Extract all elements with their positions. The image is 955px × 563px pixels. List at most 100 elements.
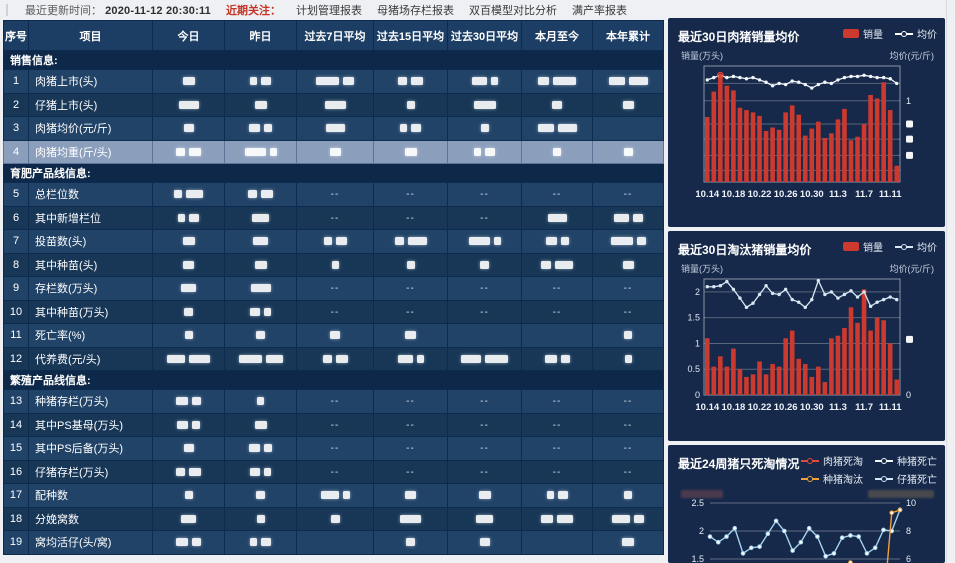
value-cell [521,116,593,141]
table-row-2[interactable]: 2 仔猪上市(头) [3,92,664,117]
value-cell: -- [521,436,593,461]
redacted-value [634,514,644,523]
table-row-13[interactable]: 13 种猪存栏(万头) -- -- -- -- -- [3,389,664,414]
svg-text:10.18: 10.18 [722,189,746,200]
value-cell [152,412,225,437]
redacted-value [610,237,633,246]
redacted-value [189,354,210,363]
svg-text:10.18: 10.18 [722,402,746,413]
redacted-value [479,538,490,547]
table-row-10[interactable]: 10 其中种苗(万头) -- -- -- -- -- [3,299,664,324]
redacted-value [189,147,201,156]
section-header-0: 销售信息: [3,50,664,70]
table-row-5[interactable]: 5 总栏位数 -- -- -- -- -- [3,182,664,207]
table-row-18[interactable]: 18 分娩窝数 [3,506,664,531]
table-row-1[interactable]: 1 肉猪上市(头) [3,69,664,94]
legend-item-销量[interactable]: 销量 [843,26,883,41]
legend-item-肉猪死淘[interactable]: 肉猪死淘 [801,453,863,468]
svg-text:6: 6 [906,554,911,563]
row-item-name: 其中种苗(头) [28,252,153,277]
table-row-19[interactable]: 19 窝均活仔(头/窝) [3,530,664,555]
topbar-link-0[interactable]: 计划管理报表 [296,5,363,17]
legend-item-均价[interactable]: 均价 [895,26,937,41]
table-row-8[interactable]: 8 其中种苗(头) [3,252,664,277]
value-cell [592,69,664,94]
svg-text:11.11: 11.11 [879,402,902,413]
top-bar: 最近更新时间： 2020-11-12 20:30:11 近期关注： 计划管理报表… [6,0,627,20]
column-header: 昨日 [224,20,297,51]
table-row-4[interactable]: 4 肉猪均重(斤/头) [3,139,664,164]
row-number: 10 [3,299,29,324]
table-row-12[interactable]: 12 代养费(元/头) [3,346,664,371]
redacted-value [636,237,646,246]
legend-item-销量[interactable]: 销量 [843,239,883,254]
legend-item-种猪淘汰[interactable]: 种猪淘汰 [801,471,863,486]
dash-value: -- [406,419,415,431]
value-cell: -- [447,205,522,230]
value-cell [296,92,374,117]
redacted-value [406,260,415,269]
column-header: 本月至今 [521,20,593,51]
value-cell [373,69,448,94]
value-cell: -- [373,459,448,484]
legend-item-仔猪死亡[interactable]: 仔猪死亡 [875,471,937,486]
redacted-value [471,77,487,86]
legend-item-种猪死亡[interactable]: 种猪死亡 [875,453,937,468]
value-cell [592,116,664,141]
redacted-value [329,147,341,156]
dash-value: -- [480,306,489,318]
dash-value: -- [623,189,633,201]
redacted-value [192,397,201,406]
value-cell [521,229,593,254]
value-cell [152,229,225,254]
row-number: 6 [3,205,29,230]
table-row-3[interactable]: 3 肉猪均价(元/斤) [3,116,664,141]
redacted-value [544,354,557,363]
redacted-value [411,124,421,133]
topbar-link-2[interactable]: 双百模型对比分析 [469,5,558,17]
value-cell [447,252,522,277]
row-number: 19 [3,530,29,555]
value-cell [296,229,374,254]
row-number: 16 [3,459,29,484]
row-number: 17 [3,483,29,508]
value-cell [152,530,225,555]
redacted-value [183,260,194,269]
redacted-value [400,514,421,523]
redacted-value [330,514,340,523]
column-header: 过去15日平均 [373,20,448,51]
value-cell [447,229,522,254]
table-row-7[interactable]: 7 投苗数(头) [3,229,664,254]
topbar-link-3[interactable]: 满产率报表 [572,5,628,17]
svg-text:10.14: 10.14 [695,402,719,413]
table-row-17[interactable]: 17 配种数 [3,483,664,508]
value-cell [152,182,225,207]
table-row-16[interactable]: 16 仔猪存栏(万头) -- -- -- -- -- [3,459,664,484]
value-cell [296,483,374,508]
redacted-value [411,77,423,86]
redacted-value [404,147,417,156]
value-cell [152,483,225,508]
value-cell: -- [592,182,664,207]
table-row-15[interactable]: 15 其中PS后备(万头) -- -- -- -- -- [3,436,664,461]
value-cell [224,389,297,414]
dash-value: -- [406,443,415,455]
value-cell: -- [296,205,374,230]
table-row-11[interactable]: 11 死亡率(%) [3,323,664,348]
dash-value: -- [480,212,489,224]
table-row-14[interactable]: 14 其中PS基母(万头) -- -- -- -- -- [3,412,664,437]
chart-legend: 销量 均价 [843,239,937,254]
value-cell: -- [447,412,522,437]
redacted-value [183,444,194,453]
redacted-value [624,354,632,363]
table-row-9[interactable]: 9 存栏数(万头) -- -- -- -- -- [3,276,664,301]
value-cell [224,139,297,164]
svg-text:11.11: 11.11 [879,189,902,200]
redacted-value [186,190,203,199]
table-row-6[interactable]: 6 其中新增栏位 -- -- -- [3,205,664,230]
topbar-link-1[interactable]: 母猪场存栏报表 [377,5,455,17]
legend-item-均价[interactable]: 均价 [895,239,937,254]
redacted-value [322,354,332,363]
svg-text:10.30: 10.30 [800,402,824,413]
redacted-value [254,260,267,269]
